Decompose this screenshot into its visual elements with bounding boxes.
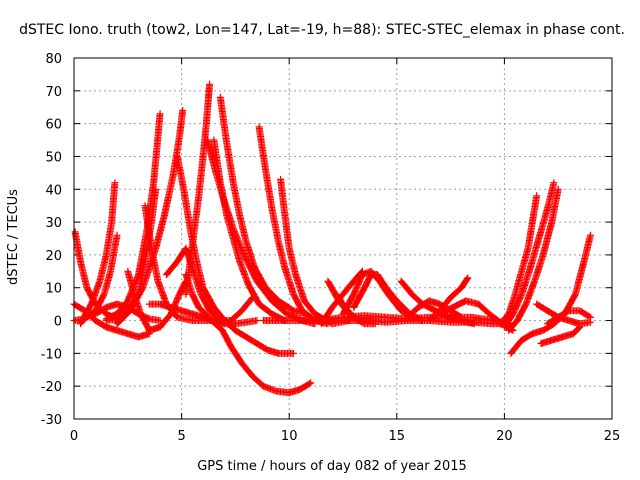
data-track: [255, 123, 332, 328]
track-markers: [77, 179, 119, 328]
track-markers: [537, 323, 584, 347]
track-markers: [255, 123, 332, 328]
track-markers: [543, 307, 594, 328]
data-track: [537, 323, 584, 347]
track-markers: [216, 93, 310, 318]
y-tick-label: 70: [45, 85, 62, 100]
chart-title: dSTEC Iono. truth (tow2, Lon=147, Lat=-1…: [19, 22, 625, 38]
track-markers: [496, 192, 541, 328]
data-track: [543, 307, 594, 328]
grid-lines: [74, 58, 612, 419]
data-track: [77, 179, 119, 328]
y-tick-labels: -30 -20 -10 0 10 20 30 40 50 60 70 80: [41, 52, 62, 428]
track-markers: [203, 136, 319, 328]
track-markers: [505, 185, 562, 334]
y-tick-label: 30: [45, 216, 62, 231]
y-tick-label: 0: [54, 315, 62, 330]
x-tick-label: 20: [496, 429, 513, 444]
y-tick-label: 20: [45, 249, 62, 264]
x-axis-label: GPS time / hours of day 082 of year 2015: [197, 459, 467, 474]
x-tick-label: 10: [281, 429, 298, 444]
data-tracks: [70, 80, 594, 397]
data-track: [425, 274, 472, 324]
y-tick-label: 50: [45, 150, 62, 165]
y-tick-label: 60: [45, 118, 62, 133]
y-tick-label: 10: [45, 282, 62, 297]
data-track: [216, 93, 310, 318]
x-tick-label: 15: [389, 429, 406, 444]
y-tick-label: 40: [45, 183, 62, 198]
track-markers: [425, 274, 472, 324]
y-tick-label: -30: [41, 413, 62, 428]
plot-frame: [73, 57, 613, 420]
x-tick-label: 25: [604, 429, 621, 444]
x-tick-labels: 0 5 10 15 20 25: [70, 429, 620, 444]
data-track: [505, 185, 562, 334]
y-axis-label: dSTEC / TECUs: [6, 189, 21, 285]
x-tick-label: 0: [70, 429, 78, 444]
y-tick-label: -20: [41, 380, 62, 395]
data-track: [182, 80, 214, 298]
x-tick-label: 5: [177, 429, 185, 444]
data-track: [500, 179, 558, 331]
y-tick-label: 80: [45, 52, 62, 67]
track-markers: [500, 179, 558, 331]
track-markers: [182, 80, 214, 298]
data-track: [203, 136, 319, 328]
data-track: [496, 192, 541, 328]
y-tick-label: -10: [41, 347, 62, 362]
